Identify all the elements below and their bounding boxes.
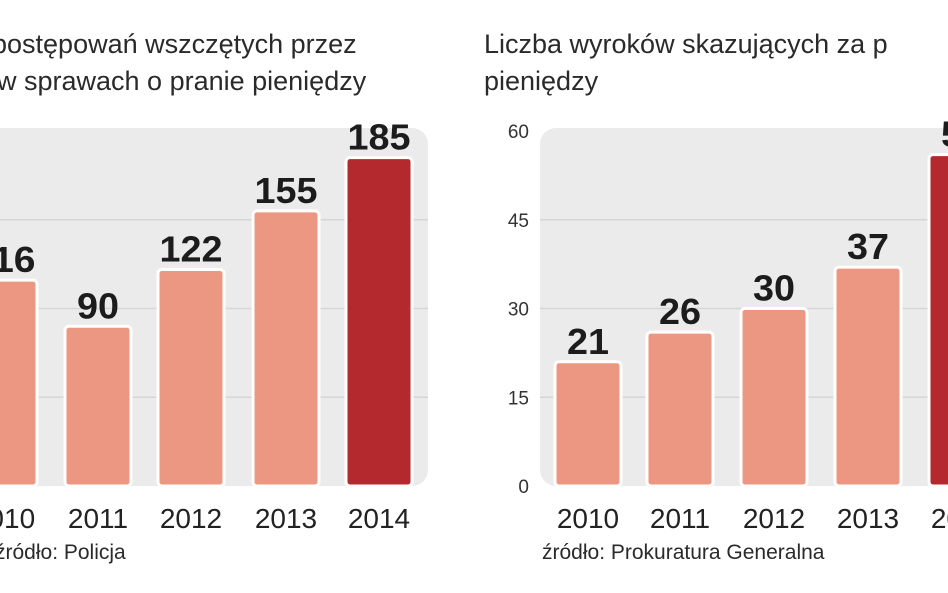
left-value-label-2010: 116 [0,239,36,280]
right-y-tick-label: 15 [508,388,529,409]
right-bar-2011 [645,330,715,488]
right-value-label-2013: 37 [847,226,889,267]
right-bar-2010 [553,360,623,488]
left-bar-2013 [251,209,321,488]
left-bar-2012 [156,267,226,488]
left-x-label-2010: 2010 [0,503,35,534]
left-source-note: źródło: Policja [0,541,126,564]
right-x-label-2010: 2010 [557,503,619,534]
right-value-label-2014: 56 [941,114,948,155]
right-x-label-2012: 2012 [743,503,805,534]
right-x-label-2011: 2011 [650,503,710,534]
right-title-line-1: Liczba wyroków skazujących za p [484,29,888,59]
right-bar-2012 [739,307,809,488]
right-y-tick-label: 0 [518,477,529,498]
right-value-label-2011: 26 [659,291,701,332]
left-value-label-2013: 155 [255,170,318,211]
left-x-label-2012: 2012 [160,503,222,534]
right-bar-2013 [833,265,903,488]
right-bar-2014 [927,153,948,488]
left-bar-2014 [344,156,414,488]
right-value-label-2010: 21 [567,321,609,362]
right-x-label-2014: 2014 [931,503,948,534]
right-value-label-2012: 30 [753,268,795,309]
left-value-label-2014: 185 [348,117,411,158]
left-chart-title: postępowań wszczętych przez w sprawach o … [0,26,366,100]
right-title-line-2: pieniędzy [484,66,599,96]
left-title-line-1: postępowań wszczętych przez [0,29,357,59]
right-y-tick-label: 45 [508,211,529,232]
left-bar-2011 [63,324,133,488]
right-x-label-2013: 2013 [837,503,899,534]
left-bar-2010 [0,278,39,488]
left-value-label-2012: 122 [160,228,223,269]
left-x-label-2011: 2011 [68,503,128,534]
left-x-label-2013: 2013 [255,503,317,534]
right-source-note: źródło: Prokuratura Generalna [542,541,825,564]
left-value-label-2011: 90 [77,285,119,326]
right-chart-title: Liczba wyroków skazujących za p pieniędzy [484,26,888,100]
left-x-label-2014: 2014 [348,503,410,534]
right-y-tick-label: 30 [508,300,529,321]
left-title-line-2: w sprawach o pranie pieniędzy [0,66,367,96]
right-y-tick-label: 60 [508,122,529,143]
